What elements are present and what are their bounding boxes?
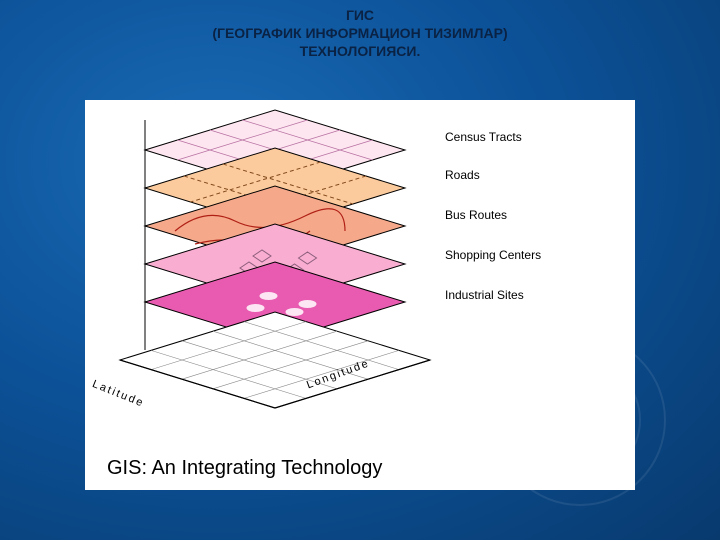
title-line3: ТЕХНОЛОГИЯСИ. [0, 42, 720, 60]
layers-diagram [85, 100, 635, 490]
figure-caption: GIS: An Integrating Technology [107, 457, 382, 480]
title-line2: (ГЕОГРАФИК ИНФОРМАЦИОН ТИЗИМЛАР) [0, 24, 720, 42]
layer-label-2: Bus Routes [445, 208, 507, 222]
title-line1: ГИС [0, 6, 720, 24]
slide-title: ГИС (ГЕОГРАФИК ИНФОРМАЦИОН ТИЗИМЛАР) ТЕХ… [0, 6, 720, 61]
layer-label-1: Roads [445, 168, 480, 182]
layer-label-3: Shopping Centers [445, 248, 541, 262]
layers-svg [85, 100, 635, 460]
layer-label-4: Industrial Sites [445, 288, 524, 302]
figure-panel: Census Tracts Roads Bus Routes Shopping … [85, 100, 635, 490]
layer-label-0: Census Tracts [445, 130, 522, 144]
